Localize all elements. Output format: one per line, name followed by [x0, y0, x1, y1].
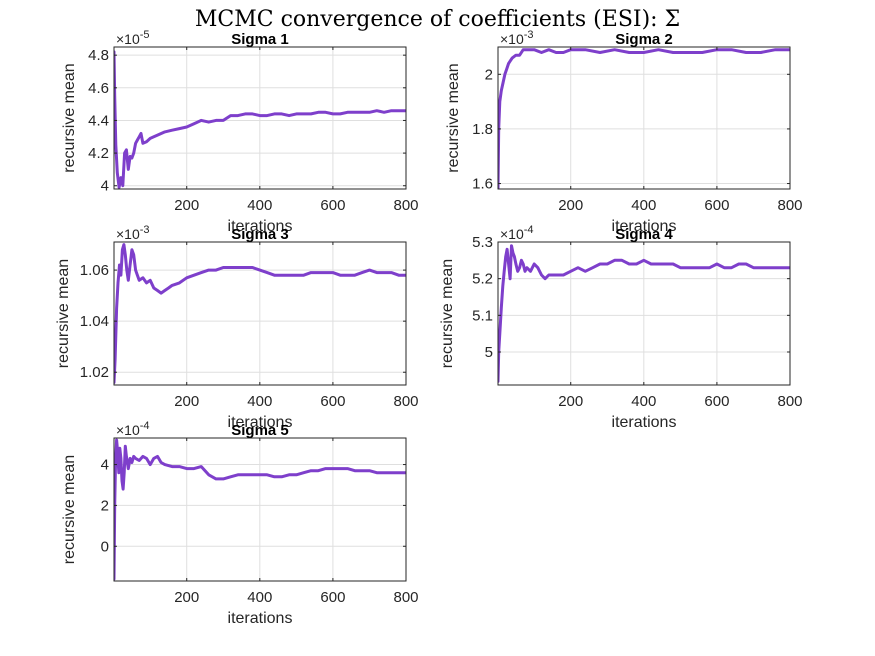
figure-title: MCMC convergence of coefficients (ESI): … [194, 7, 681, 32]
x-tick-label: 400 [247, 589, 272, 606]
x-tick-label: 800 [777, 197, 802, 214]
subplot-sigma-5: 200 400 600 800 0 2 4 ×10-4 Sigma 5 iterations rec… [61, 420, 419, 627]
y-tick-label: 4.2 [88, 145, 109, 162]
y-exponent-label: ×10-4 [116, 420, 150, 438]
subplot-sigma-4: 200 400 600 800 5 5.1 5.2 5.3 ×10-4 Sigma 4 iterat… [439, 224, 803, 431]
x-tick-label: 200 [558, 197, 583, 214]
subplot-sigma-1: 200 400 600 800 4 4.2 4.4 4.6 4.8 ×10-5 Sigma 1 ite… [61, 29, 419, 235]
x-tick-label: 800 [393, 197, 418, 214]
subplot-title: Sigma 1 [231, 31, 289, 48]
y-tick-label: 1.04 [80, 313, 109, 330]
y-tick-label: 1.8 [472, 121, 493, 138]
y-axis-label: recursive mean [445, 63, 462, 172]
series-line-sigma-1 [114, 50, 406, 189]
y-tick-label: 2 [485, 66, 493, 83]
subplot-title: Sigma 5 [231, 422, 289, 439]
x-tick-label: 600 [704, 393, 729, 410]
y-tick-label: 2 [101, 497, 109, 514]
x-tick-label: 800 [393, 393, 418, 410]
subplot-title: Sigma 2 [615, 31, 673, 48]
y-tick-label: 5.1 [472, 307, 493, 324]
y-tick-label: 4 [101, 457, 109, 474]
y-tick-label: 0 [101, 538, 109, 555]
y-tick-label: 4.4 [88, 112, 109, 129]
x-tick-label: 200 [174, 393, 199, 410]
y-tick-label: 4 [101, 178, 109, 195]
x-axis-label: iterations [228, 610, 293, 627]
x-axis-label: iterations [612, 414, 677, 431]
x-tick-label: 600 [320, 393, 345, 410]
y-tick-label: 4.6 [88, 80, 109, 97]
y-axis-label: recursive mean [61, 63, 78, 172]
x-tick-label: 200 [174, 589, 199, 606]
subplot-title: Sigma 4 [615, 226, 673, 243]
subplot-sigma-3: 200 400 600 800 1.02 1.04 1.06 ×10-3 Sigma 3 iter… [55, 224, 419, 431]
x-tick-label: 400 [631, 197, 656, 214]
x-tick-label: 800 [393, 589, 418, 606]
subplot-title: Sigma 3 [231, 226, 289, 243]
x-tick-label: 400 [631, 393, 656, 410]
x-tick-label: 400 [247, 393, 272, 410]
y-tick-label: 1.06 [80, 262, 109, 279]
x-tick-label: 200 [174, 197, 199, 214]
series-line-sigma-5 [114, 438, 406, 581]
y-tick-label: 5.2 [472, 271, 493, 288]
y-axis-label: recursive mean [61, 455, 78, 564]
x-axis-label: iterations [228, 218, 293, 235]
y-exponent-label: ×10-3 [500, 29, 534, 47]
series-line-sigma-3 [114, 243, 406, 384]
series-line-sigma-2 [498, 48, 790, 189]
x-tick-label: 600 [320, 589, 345, 606]
y-exponent-label: ×10-3 [116, 224, 150, 242]
series-line-sigma-4 [498, 244, 790, 383]
y-tick-label: 4.8 [88, 47, 109, 64]
y-tick-label: 5.3 [472, 234, 493, 251]
x-axis-label: iterations [228, 414, 293, 431]
y-tick-label: 1.02 [80, 364, 109, 381]
y-exponent-label: ×10-5 [116, 29, 150, 47]
x-tick-label: 800 [777, 393, 802, 410]
y-exponent-label: ×10-4 [500, 224, 534, 242]
y-axis-label: recursive mean [55, 259, 72, 368]
x-tick-label: 600 [704, 197, 729, 214]
y-tick-label: 5 [485, 344, 493, 361]
x-tick-label: 600 [320, 197, 345, 214]
y-tick-label: 1.6 [472, 176, 493, 193]
x-tick-label: 200 [558, 393, 583, 410]
x-axis-label: iterations [612, 218, 677, 235]
y-axis-label: recursive mean [439, 259, 456, 368]
x-tick-label: 400 [247, 197, 272, 214]
subplot-sigma-2: 200 400 600 800 1.6 1.8 2 ×10-3 Sigma 2 iteration… [445, 29, 803, 235]
